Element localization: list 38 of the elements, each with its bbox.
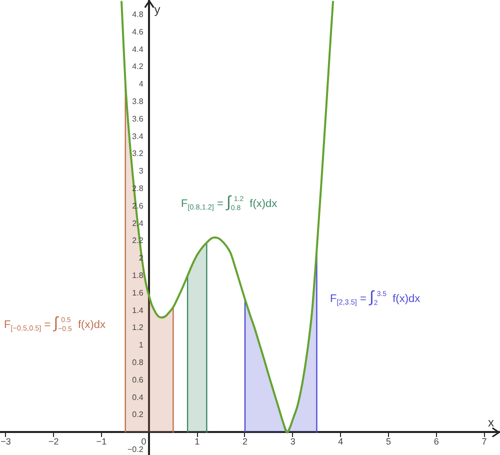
- line-series: [120, 0, 334, 434]
- y-tick-label: 4: [138, 80, 144, 89]
- annotation: F$_{[2,3.5]}$ = ∫$_{2}$$^{3.5}$ f(x)dx: [330, 289, 420, 308]
- y-tick-label: 4.4: [132, 44, 144, 54]
- y-tick-label: 4.6: [132, 27, 144, 36]
- y-tick-label: 1.2: [132, 323, 144, 332]
- x-axis-title: x: [488, 416, 494, 430]
- x-tick-label: 1: [194, 436, 200, 446]
- y-tick-label: 4.2: [132, 62, 144, 72]
- x-tick-label: 6: [434, 436, 439, 446]
- y-tick-label: 0.6: [132, 375, 144, 384]
- y-tick-label: 3.6: [132, 114, 144, 124]
- x-tick-label: −3: [0, 436, 11, 446]
- y-tick-label: 2: [138, 254, 144, 263]
- x-tick-label: 7: [482, 436, 487, 446]
- y-tick-label: 1.6: [132, 288, 144, 298]
- annotation: F$_{[0.8,1.2]}$ = ∫$_{0.8}$$^{1.2}$ f(x)dx: [181, 194, 278, 214]
- y-tick-label: 3: [138, 166, 144, 176]
- x-tick-label: 2: [242, 436, 248, 446]
- x-tick-label: 3: [290, 436, 296, 446]
- y-tick-label: −0.2: [127, 444, 144, 454]
- y-tick-label: 0.4: [132, 392, 144, 402]
- y-tick-label: 0.8: [132, 358, 144, 367]
- y-tick-label: 1: [138, 340, 144, 350]
- y-tick-label: 1.4: [132, 306, 144, 315]
- y-axis-title: y: [154, 2, 160, 16]
- y-tick-label: 3.8: [132, 96, 144, 106]
- x-tick-label: −1: [96, 436, 107, 446]
- annotation: F$_{[−0.5,0.5]}$ = ∫$_{−0.5}$$^{0.5}$ f(x)dx: [4, 315, 106, 334]
- y-tick-label: 3.2: [132, 149, 144, 158]
- x-tick-label: 0: [141, 436, 146, 446]
- y-tick-label: 3.4: [132, 132, 144, 141]
- x-tick-label: 4: [338, 436, 344, 446]
- y-tick-label: 0.2: [132, 410, 144, 420]
- x-tick-label: −2: [48, 436, 59, 446]
- x-tick-label: 5: [386, 436, 392, 446]
- y-tick-label: 4.8: [132, 10, 144, 19]
- y-tick-label: 1.8: [132, 270, 144, 280]
